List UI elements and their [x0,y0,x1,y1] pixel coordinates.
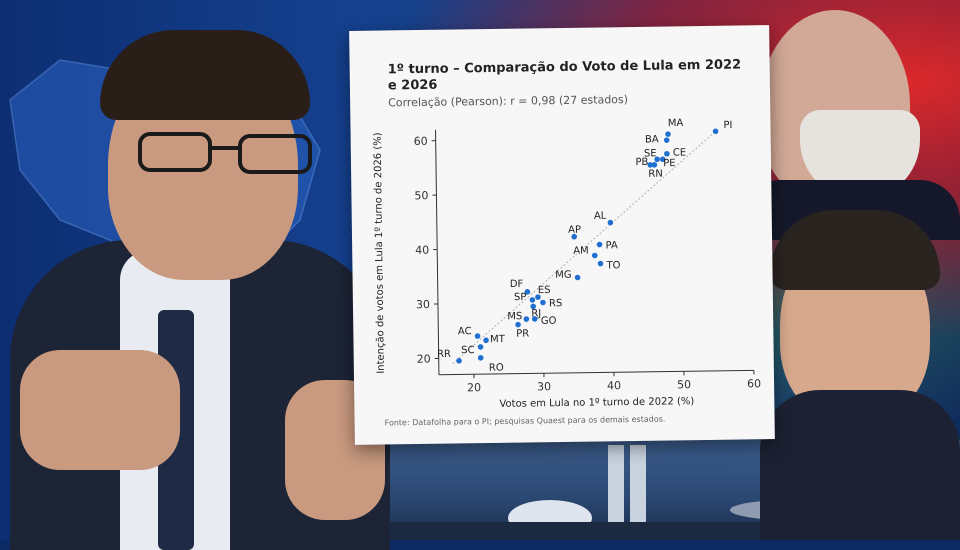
data-label-pb: PB [635,157,648,168]
data-label-pi: PI [723,120,732,131]
y-tick-label: 20 [417,353,431,366]
chart-card: 1º turno – Comparação do Voto de Lula em… [349,25,775,445]
x-tick-label: 30 [537,380,551,393]
data-point-mt [483,337,489,343]
data-label-sc: SC [461,345,474,356]
politician-bottom-figure [760,210,960,540]
data-point-to [598,261,604,267]
data-point-rr [456,358,462,364]
data-point-pa [597,242,603,248]
y-axis-line [436,130,439,375]
politician-bottom-suit [760,390,960,540]
data-label-go: GO [541,316,557,327]
data-label-ce: CE [673,147,686,158]
politician-top-figure [740,0,960,220]
data-point-ce [664,151,670,157]
data-label-to: TO [605,260,620,271]
data-point-sp [530,297,536,303]
data-point-ba [664,137,670,143]
x-tick-label: 40 [607,379,621,392]
data-point-ma [665,131,671,137]
data-point-am [592,253,598,259]
y-tick-label: 60 [414,135,428,148]
data-label-pa: PA [605,240,618,251]
data-label-df: DF [510,279,524,290]
data-label-ap: AP [568,225,581,236]
commentator-hand-left [20,350,180,470]
data-point-ac [475,333,481,339]
data-label-mt: MT [490,334,506,345]
scatter-plot: Intenção de votos em Lula 1º turno de 20… [349,25,775,445]
data-label-ac: AC [458,326,472,337]
data-label-sp: SP [514,292,527,303]
x-axis-label: Votos em Lula no 1º turno de 2022 (%) [499,396,694,410]
y-axis-label: Intenção de votos em Lula 1º turno de 20… [373,132,387,374]
y-tick-label: 50 [414,189,428,202]
data-label-pr: PR [516,328,529,339]
data-label-ma: MA [668,118,684,129]
data-label-mg: MG [555,270,572,281]
data-label-pe: PE [663,158,676,169]
x-tick-label: 20 [467,381,481,394]
data-point-pr [515,322,521,328]
y-tick-label: 40 [415,244,429,257]
data-label-rr: RR [437,349,451,360]
data-label-ro: RO [489,362,504,373]
x-tick-label: 50 [677,378,691,391]
politician-bottom-hair [770,210,940,290]
glasses-icon [130,128,330,178]
data-point-mg [575,275,581,281]
data-point-pi [713,128,719,134]
data-label-al: AL [594,211,607,222]
data-point-rs [540,300,546,306]
data-label-ba: BA [645,134,659,145]
commentator-hair [100,30,310,120]
data-point-sc [478,344,484,350]
data-label-rn: RN [648,169,663,180]
data-point-ms [524,316,530,322]
x-axis-line [439,370,754,374]
data-point-al [608,220,614,226]
commentator-figure [0,10,400,540]
data-label-rs: RS [549,298,562,309]
x-tick-label: 60 [747,377,761,390]
data-point-ro [478,355,484,361]
data-label-es: ES [538,285,551,296]
data-label-ms: MS [507,311,522,322]
y-tick-label: 30 [416,298,430,311]
data-label-am: AM [573,246,589,257]
